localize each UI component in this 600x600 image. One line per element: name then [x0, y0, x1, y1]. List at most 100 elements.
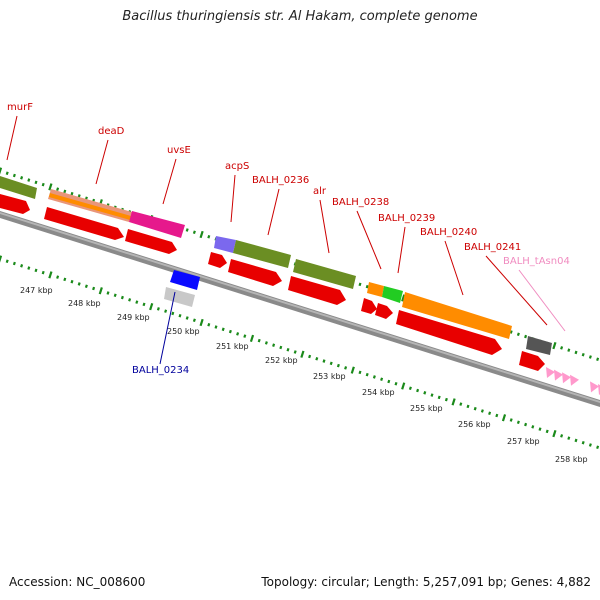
- scale-tick: [128, 298, 132, 302]
- gene-label[interactable]: BALH_0234: [132, 365, 189, 376]
- gene-label[interactable]: murF: [7, 102, 33, 113]
- scale-tick: [56, 187, 60, 191]
- cds-arrow[interactable]: [519, 351, 545, 371]
- gene-label[interactable]: alr: [313, 186, 327, 197]
- scale-tick: [581, 352, 585, 357]
- scale-tick: [56, 275, 60, 279]
- scale-tick: [272, 343, 276, 347]
- gene-feature-murF[interactable]: [0, 176, 37, 199]
- cds-arrow[interactable]: [288, 276, 346, 305]
- scale-tick: [113, 293, 117, 298]
- scale-tick: [106, 291, 110, 295]
- callout-line: [444, 240, 464, 296]
- scale-tick: [84, 284, 88, 288]
- scale-tick: [300, 350, 305, 358]
- kbp-label: 248 kbp: [68, 299, 101, 308]
- trna-arrowhead: [562, 372, 571, 384]
- scale-tick: [243, 334, 247, 338]
- trna-arrowhead: [590, 381, 599, 393]
- scale-tick: [466, 404, 470, 409]
- scale-tick: [588, 443, 592, 447]
- scale-tick: [207, 323, 211, 327]
- scale-tick: [336, 363, 340, 368]
- scale-tick: [401, 294, 406, 302]
- gene-feature-BALH_0236[interactable]: [233, 240, 291, 268]
- gene-label[interactable]: BALH_0239: [378, 213, 435, 224]
- scale-tick: [257, 338, 261, 343]
- gene-feature-BALH_0240[interactable]: [402, 292, 512, 339]
- cds-arrow[interactable]: [44, 207, 124, 240]
- kbp-label: 251 kbp: [216, 342, 249, 351]
- scale-tick: [34, 268, 38, 273]
- scale-tick: [488, 411, 492, 415]
- kbp-label: 250 kbp: [167, 327, 200, 336]
- gene-feature-BALH_0238[interactable]: [367, 282, 384, 297]
- scale-tick: [545, 429, 549, 434]
- cds-arrow[interactable]: [375, 303, 393, 319]
- scale-tick: [495, 413, 499, 418]
- scale-tick: [588, 355, 592, 359]
- cds-arrow[interactable]: [208, 252, 227, 268]
- gene-label[interactable]: deaD: [98, 126, 125, 137]
- cds-arrow[interactable]: [396, 310, 502, 355]
- callout-line: [230, 174, 236, 223]
- scale-tick: [401, 382, 406, 390]
- callout-line: [95, 139, 109, 185]
- scale-tick: [185, 228, 189, 232]
- cds-arrow[interactable]: [125, 229, 177, 254]
- scale-tick: [350, 366, 355, 374]
- kbp-label: 258 kbp: [555, 455, 588, 464]
- scale-tick: [192, 230, 196, 234]
- trna-feature-BALH_tAsn04[interactable]: [546, 367, 600, 398]
- scale-tick: [516, 332, 520, 337]
- scale-tick: [480, 409, 484, 413]
- gene-feature-acpS[interactable]: [214, 236, 236, 253]
- scale-tick: [322, 359, 326, 363]
- gene-feature-alr[interactable]: [293, 259, 356, 289]
- genome-backbone-highlight: [0, 212, 600, 403]
- scale-tick: [552, 429, 557, 438]
- scale-tick: [408, 386, 412, 391]
- callout-line: [356, 210, 382, 270]
- trna-arrowhead: [570, 374, 579, 386]
- scale-tick: [524, 334, 528, 339]
- scale-tick: [329, 361, 333, 366]
- gene-label[interactable]: acpS: [225, 161, 249, 172]
- scale-tick: [560, 346, 564, 350]
- scale-tick: [567, 348, 571, 352]
- scale-tick: [574, 350, 578, 355]
- scale-tick: [171, 311, 175, 316]
- callout-line: [518, 269, 566, 332]
- scale-tick: [5, 259, 9, 264]
- scale-tick: [372, 375, 376, 379]
- gene-feature-uvsE[interactable]: [129, 211, 185, 238]
- kbp-label: 252 kbp: [265, 356, 298, 365]
- cds-arrow[interactable]: [228, 259, 282, 286]
- scale-tick: [358, 282, 362, 287]
- scale-tick: [142, 302, 146, 307]
- gene-label[interactable]: uvsE: [167, 145, 191, 156]
- gene-feature-BALH_0241[interactable]: [526, 336, 552, 355]
- scale-tick: [596, 357, 600, 362]
- gene-label[interactable]: BALH_0241: [464, 242, 521, 253]
- scale-tick: [0, 167, 3, 175]
- scale-tick: [552, 341, 557, 350]
- gene-label[interactable]: BALH_0240: [420, 227, 477, 238]
- gene-label[interactable]: BALH_0238: [332, 197, 389, 208]
- cds-arrow[interactable]: [361, 298, 377, 314]
- scale-tick: [560, 434, 564, 438]
- gene-feature-lightgray[interactable]: [164, 287, 195, 307]
- cds-arrow[interactable]: [0, 194, 30, 214]
- scale-tick: [596, 445, 600, 450]
- scale-tick: [308, 354, 312, 359]
- scale-tick: [430, 393, 434, 397]
- gene-label[interactable]: BALH_0236: [252, 175, 309, 186]
- scale-tick: [12, 173, 16, 178]
- scale-tick: [380, 377, 384, 381]
- gene-label[interactable]: BALH_tAsn04: [503, 256, 570, 267]
- scale-tick: [48, 271, 53, 279]
- gene-feature-BALH_0239[interactable]: [382, 286, 403, 303]
- accession-text: Accession: NC_008600: [9, 575, 146, 589]
- gene-feature-BALH_0234[interactable]: [170, 270, 200, 290]
